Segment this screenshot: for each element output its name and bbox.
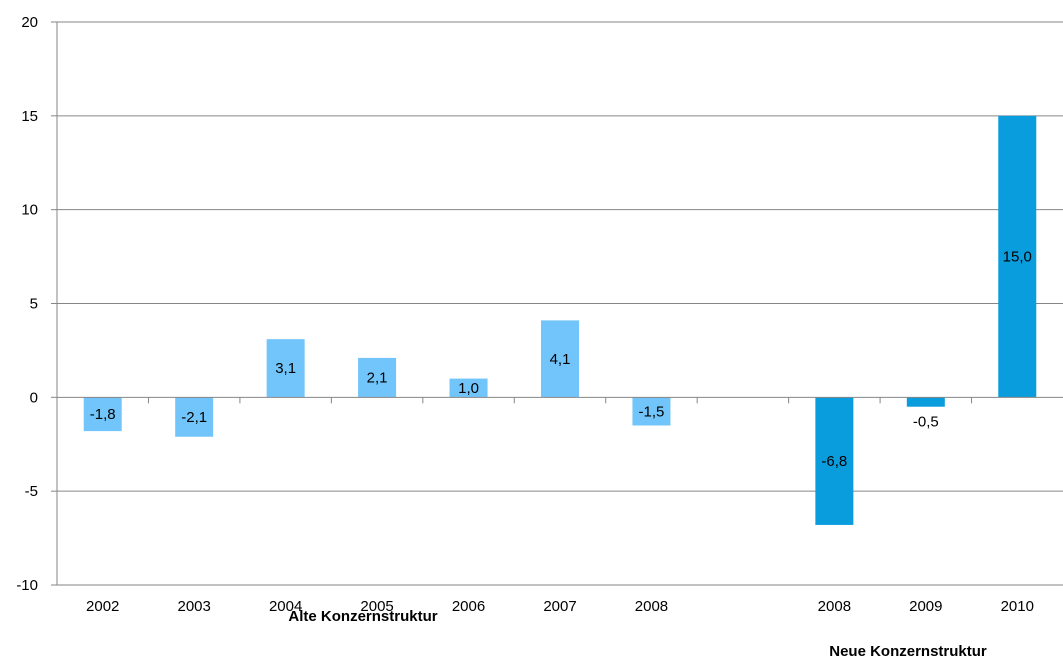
x-tick-label: 2002	[86, 598, 119, 615]
bars	[83, 115, 1037, 525]
y-tick-label: 20	[21, 14, 38, 31]
bar	[175, 397, 214, 437]
bar	[998, 115, 1037, 398]
y-tick-label: -10	[16, 577, 38, 594]
data-label: 3,1	[275, 360, 296, 377]
group-label-alte-konzernstruktur: Alte Konzernstruktur	[288, 608, 437, 625]
y-tick-labels: 20 15 10 5 0 -5 -10	[16, 14, 38, 594]
bar	[358, 357, 397, 398]
x-tick-label: 2007	[543, 598, 576, 615]
x-tick-label: 2005	[360, 598, 393, 615]
x-tick-label: 2004	[269, 598, 302, 615]
data-label: 4,1	[550, 351, 571, 368]
x-tick-label: 2010	[1001, 598, 1034, 615]
data-label: 2,1	[367, 370, 388, 387]
data-label: -2,1	[181, 409, 207, 426]
data-label: 1,0	[458, 380, 479, 397]
data-labels: -1,8 -2,1 3,1 2,1 1,0 4,1 -1,5 -6,8 -0,5 15,0	[90, 249, 1032, 471]
bar	[266, 339, 305, 398]
group-label-neue-konzernstruktur: Neue Konzernstruktur	[829, 643, 987, 657]
data-label: -1,5	[639, 403, 665, 420]
x-tick-label: 2003	[177, 598, 210, 615]
bar	[449, 378, 488, 398]
bar	[541, 320, 579, 398]
bar	[815, 397, 854, 525]
x-tick-label: 2009	[909, 598, 942, 615]
bar	[83, 397, 122, 432]
y-tick-label: 10	[21, 202, 38, 219]
x-tick-label: 2008	[635, 598, 668, 615]
gridlines	[51, 21, 1063, 586]
y-tick-label: 15	[21, 108, 38, 125]
bar	[632, 397, 671, 426]
x-tick-label: 2006	[452, 598, 485, 615]
y-tick-label: 5	[30, 296, 38, 313]
group-labels: Alte Konzernstruktur Neue Konzernstruktu…	[288, 608, 987, 657]
y-tick-label: 0	[30, 389, 38, 406]
x-tick-labels: 2002 2003 2004 2005 2006 2007 2008 2008 2009 2010	[86, 598, 1034, 615]
bar	[906, 397, 945, 407]
data-label: -0,5	[913, 414, 939, 431]
y-tick-label: -5	[25, 483, 38, 500]
data-label: -1,8	[90, 406, 116, 423]
x-tick-label: 2008	[818, 598, 851, 615]
data-label: -6,8	[821, 453, 847, 470]
data-label: 15,0	[1003, 249, 1032, 266]
axes	[56, 22, 1063, 585]
